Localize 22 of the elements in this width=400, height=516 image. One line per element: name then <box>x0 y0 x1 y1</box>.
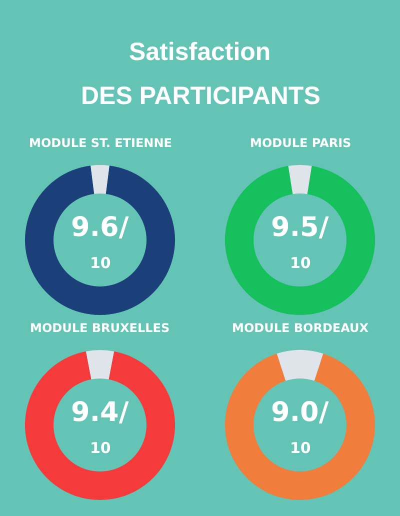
donut-slice <box>25 351 175 500</box>
text: 9.4/ <box>71 397 129 428</box>
donut-slice <box>90 165 110 194</box>
text: 10 <box>90 439 111 457</box>
text: 9.0/ <box>271 397 329 428</box>
chart-title: MODULE PARIS <box>250 136 352 150</box>
donut-slice <box>225 354 375 500</box>
donut-slice <box>86 350 114 380</box>
text: 10 <box>290 439 311 457</box>
donut-slice <box>288 165 312 194</box>
donut-slice <box>225 166 375 315</box>
text: DES PARTICIPANTS <box>81 82 320 110</box>
donut-slice <box>25 166 175 315</box>
text: 9.6/ <box>71 212 129 243</box>
chart-title: MODULE ST. ETIENNE <box>29 136 172 150</box>
chart-title: MODULE BRUXELLES <box>30 321 170 335</box>
donut-slice <box>276 350 324 381</box>
chart-title: MODULE BORDEAUX <box>232 321 370 335</box>
text: Satisfaction <box>129 38 271 66</box>
text: 10 <box>290 254 311 272</box>
text: 9.5/ <box>271 212 329 243</box>
text: 10 <box>90 254 111 272</box>
